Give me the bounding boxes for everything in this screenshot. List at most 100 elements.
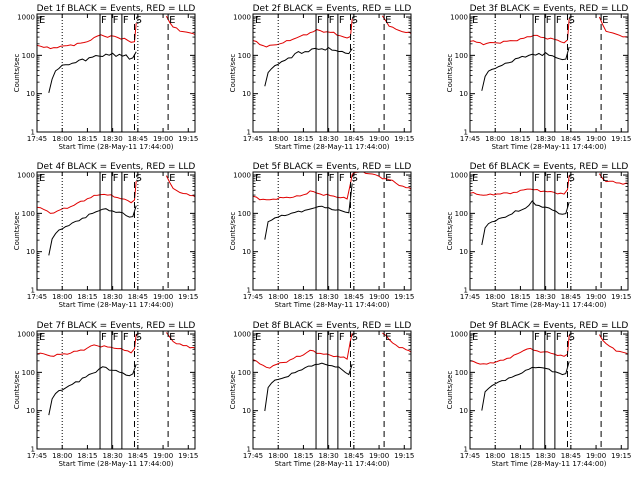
x-tick-label: 18:15 <box>510 135 530 143</box>
y-tick-label: 1 <box>247 287 251 295</box>
x-tick-label: 18:15 <box>77 293 97 301</box>
marker-label: E <box>472 15 478 26</box>
x-tick-label: 18:15 <box>293 293 313 301</box>
x-tick-label: 18:15 <box>510 452 530 460</box>
y-tick-label: 1 <box>464 129 468 137</box>
y-tick-label: 10 <box>26 407 35 415</box>
lld-curve <box>382 332 411 353</box>
marker-label: F <box>101 173 107 184</box>
marker-label: E <box>472 173 478 184</box>
x-tick-label: 18:15 <box>510 293 530 301</box>
marker-label: E <box>255 173 261 184</box>
x-tick-label: 18:30 <box>103 293 123 301</box>
lld-curve <box>165 332 195 349</box>
y-tick-label: 100 <box>22 210 35 218</box>
marker-label: S <box>135 15 141 26</box>
y-axis-label: Counts/sec <box>13 212 21 251</box>
marker-label: F <box>329 15 335 26</box>
y-tick-label: 1000 <box>450 331 468 339</box>
y-tick-label: 10 <box>459 90 468 98</box>
panel-title: Det 9f BLACK = Events, RED = LLD <box>470 321 629 331</box>
y-tick-label: 100 <box>455 210 468 218</box>
x-tick-label: 17:45 <box>27 452 47 460</box>
lld-curve <box>37 333 137 357</box>
x-axis-label: Start Time (28-May-11 17:44:00) <box>491 143 606 151</box>
lld-curve <box>165 15 195 36</box>
y-axis-label: Counts/sec <box>229 371 237 410</box>
marker-label: E <box>39 173 45 184</box>
plot-frame <box>469 330 629 450</box>
y-tick-label: 100 <box>238 210 251 218</box>
lld-curve <box>165 175 195 198</box>
x-tick-label: 18:45 <box>128 452 148 460</box>
marker-label: F <box>317 332 323 343</box>
y-tick-label: 1 <box>31 129 35 137</box>
x-tick-label: 19:00 <box>153 135 173 143</box>
x-tick-label: 19:00 <box>153 452 173 460</box>
y-tick-label: 1 <box>464 287 468 295</box>
y-tick-label: 100 <box>22 52 35 60</box>
panel-title: Det 6f BLACK = Events, RED = LLD <box>470 162 629 172</box>
x-axis-label: Start Time (28-May-11 17:44:00) <box>58 460 173 468</box>
x-tick-label: 18:15 <box>293 452 313 460</box>
lld-curve <box>470 18 570 46</box>
y-tick-label: 1000 <box>17 14 35 22</box>
marker-label: E <box>602 173 608 184</box>
marker-label: E <box>39 15 45 26</box>
lld-curve <box>37 23 137 50</box>
x-axis-label: Start Time (28-May-11 17:44:00) <box>274 460 389 468</box>
x-tick-label: 17:45 <box>243 135 263 143</box>
x-tick-label: 19:15 <box>178 135 198 143</box>
x-tick-label: 18:45 <box>128 293 148 301</box>
y-tick-label: 1000 <box>17 172 35 180</box>
x-tick-label: 17:45 <box>27 293 47 301</box>
x-tick-label: 18:30 <box>319 293 339 301</box>
marker-label: E <box>385 15 391 26</box>
marker-label: F <box>534 15 540 26</box>
marker-label: F <box>556 332 562 343</box>
marker-label: F <box>534 173 540 184</box>
x-tick-label: 19:15 <box>394 452 414 460</box>
marker-label: F <box>546 173 552 184</box>
marker-label: F <box>123 15 129 26</box>
y-tick-label: 1 <box>31 287 35 295</box>
lld-curve <box>381 15 411 34</box>
y-tick-label: 1000 <box>233 172 251 180</box>
y-tick-label: 100 <box>455 52 468 60</box>
plot-frame <box>252 171 412 291</box>
marker-label: S <box>135 173 141 184</box>
x-tick-label: 19:00 <box>369 293 389 301</box>
x-axis-label: Start Time (28-May-11 17:44:00) <box>491 301 606 309</box>
marker-label: F <box>101 332 107 343</box>
marker-label: F <box>101 15 107 26</box>
marker-label: F <box>556 15 562 26</box>
x-tick-label: 19:00 <box>586 135 606 143</box>
x-tick-label: 18:45 <box>344 135 364 143</box>
x-tick-label: 18:30 <box>103 452 123 460</box>
lld-curve <box>598 334 628 355</box>
x-tick-label: 19:00 <box>153 293 173 301</box>
x-tick-label: 18:45 <box>344 452 364 460</box>
y-tick-label: 10 <box>459 407 468 415</box>
x-tick-label: 18:30 <box>536 293 556 301</box>
y-tick-label: 10 <box>242 90 251 98</box>
x-tick-label: 18:00 <box>268 452 288 460</box>
x-tick-label: 18:30 <box>103 135 123 143</box>
marker-label: E <box>602 332 608 343</box>
x-tick-label: 18:30 <box>536 452 556 460</box>
panel-title: Det 7f BLACK = Events, RED = LLD <box>37 321 196 331</box>
lld-curve <box>37 181 137 214</box>
x-tick-label: 19:15 <box>611 293 631 301</box>
lld-curve <box>598 173 628 185</box>
marker-label: F <box>339 173 345 184</box>
x-tick-label: 18:45 <box>561 135 581 143</box>
marker-label: F <box>546 332 552 343</box>
x-tick-label: 18:45 <box>561 452 581 460</box>
x-axis-label: Start Time (28-May-11 17:44:00) <box>58 301 173 309</box>
plot-frame <box>36 171 196 291</box>
